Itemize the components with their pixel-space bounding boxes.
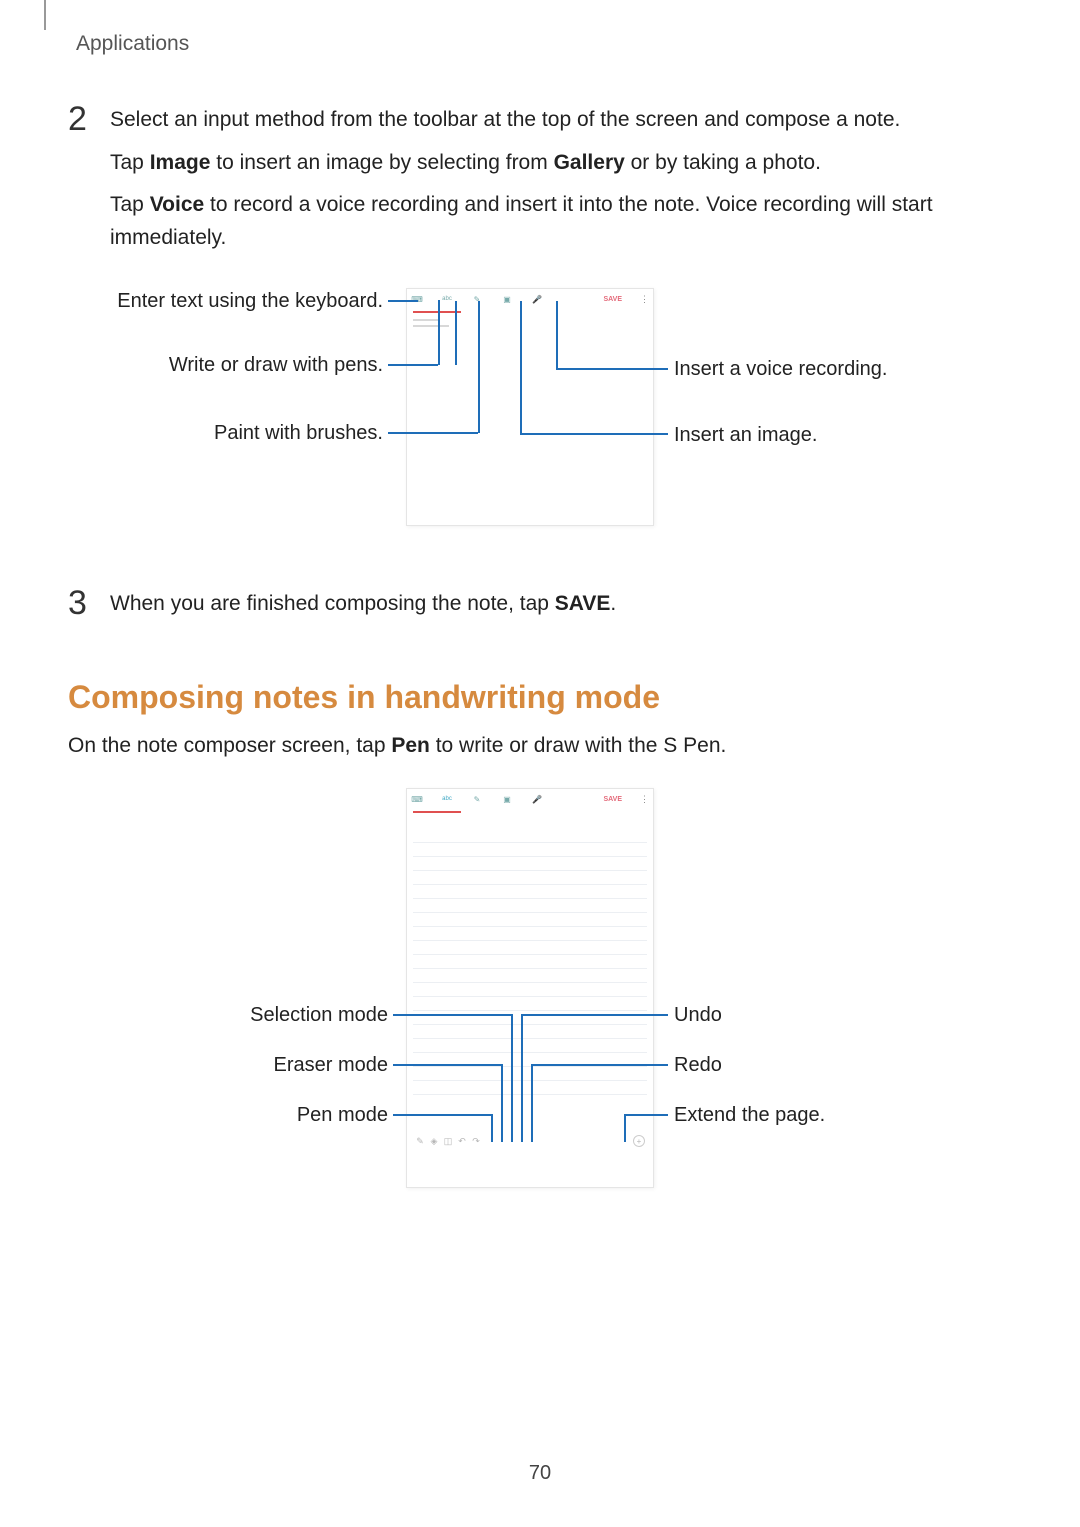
brush-icon: ✎ — [471, 293, 483, 305]
step2-line3: Tap Voice to record a voice recording an… — [110, 189, 1008, 254]
step2-line2: Tap Image to insert an image by selectin… — [110, 147, 1008, 180]
step-number-2: 2 — [68, 102, 110, 264]
title-underline — [413, 311, 461, 313]
voice-icon: 🎤 — [531, 793, 543, 805]
step3-line: When you are finished composing the note… — [110, 588, 1008, 621]
note-screenshot-1: ⌨ abc ✎ ▣ 🎤 SAVE ⋮ — [406, 288, 654, 526]
step-number-3: 3 — [68, 586, 110, 631]
keyboard-icon: ⌨ — [411, 293, 423, 305]
extend-icon: + — [633, 1135, 645, 1147]
menu-icon: ⋮ — [640, 794, 649, 805]
voice-icon: 🎤 — [531, 293, 543, 305]
callout-eraser-mode: Eraser mode — [68, 1054, 388, 1077]
text-line — [413, 325, 449, 327]
keyboard-icon: ⌨ — [411, 793, 423, 805]
image-icon: ▣ — [501, 293, 513, 305]
text-line — [413, 319, 439, 321]
redo-icon: ↷ — [471, 1136, 481, 1147]
eraser-icon: ◈ — [429, 1136, 439, 1147]
step2-line1: Select an input method from the toolbar … — [110, 104, 1008, 137]
image-icon: ▣ — [501, 793, 513, 805]
callout-write-draw: Write or draw with pens. — [68, 354, 383, 377]
save-label: SAVE — [603, 796, 622, 803]
save-label: SAVE — [603, 296, 622, 303]
section-paragraph: On the note composer screen, tap Pen to … — [68, 730, 1008, 763]
callout-paint: Paint with brushes. — [68, 422, 383, 445]
callout-voice: Insert a voice recording. — [674, 358, 887, 381]
selection-icon: ◫ — [443, 1136, 453, 1147]
section-heading: Composing notes in handwriting mode — [68, 679, 1008, 716]
note-screenshot-2: ⌨ abc ✎ ▣ 🎤 SAVE ⋮ ✎ ◈ ◫ ↶ ↷ — [406, 788, 654, 1188]
callout-enter-text: Enter text using the keyboard. — [68, 290, 383, 313]
title-underline — [413, 811, 461, 813]
callout-redo: Redo — [674, 1054, 722, 1077]
callout-extend: Extend the page. — [674, 1104, 825, 1127]
pen-text-icon: abc — [441, 293, 453, 305]
brush-icon: ✎ — [471, 793, 483, 805]
undo-icon: ↶ — [457, 1136, 467, 1147]
pen-text-icon: abc — [441, 793, 453, 805]
diagram-2: ⌨ abc ✎ ▣ 🎤 SAVE ⋮ ✎ ◈ ◫ ↶ ↷ — [68, 788, 1008, 1208]
header-title: Applications — [76, 32, 189, 56]
callout-image: Insert an image. — [674, 424, 817, 447]
page-number: 70 — [0, 1462, 1080, 1485]
menu-icon: ⋮ — [640, 294, 649, 305]
callout-pen-mode: Pen mode — [68, 1104, 388, 1127]
bottom-toolbar: ✎ ◈ ◫ ↶ ↷ + — [407, 1135, 653, 1147]
callout-undo: Undo — [674, 1004, 722, 1027]
ruled-area — [413, 829, 647, 1119]
callout-selection-mode: Selection mode — [68, 1004, 388, 1027]
margin-tick — [44, 0, 46, 30]
diagram-1: ⌨ abc ✎ ▣ 🎤 SAVE ⋮ Enter text using the … — [68, 288, 1008, 548]
pen-mode-icon: ✎ — [415, 1136, 425, 1147]
